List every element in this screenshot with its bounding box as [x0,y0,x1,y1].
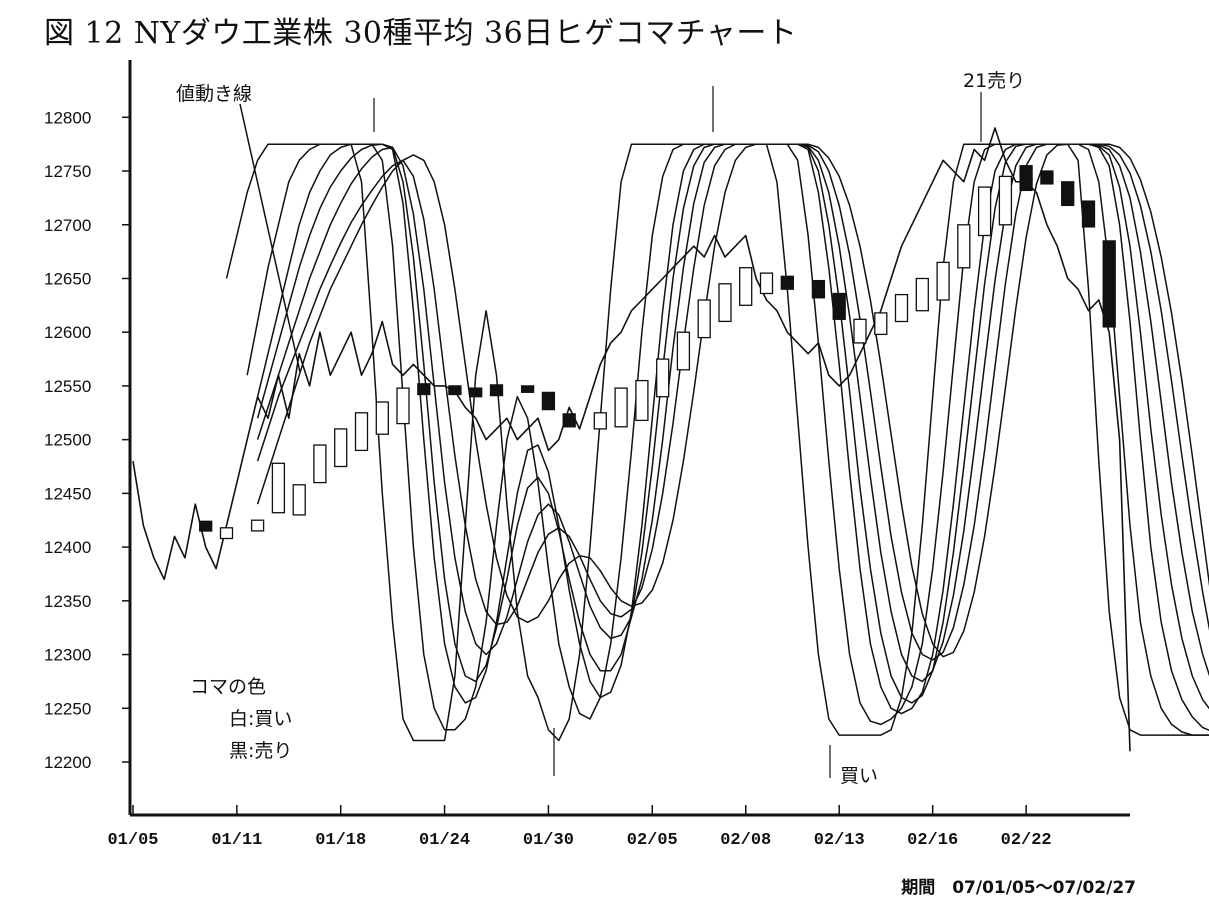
y-tick-label: 12550 [44,377,91,396]
x-tick-label: 01/11 [211,831,262,850]
candle-buy [593,412,607,430]
price-line-label: 値動き線 [176,83,252,105]
candle-buy [313,444,327,484]
x-tick-label: 02/22 [1001,831,1052,850]
x-tick-label: 01/24 [419,831,470,850]
candle-buy [614,387,628,428]
candle-buy [354,412,369,452]
candle-buy [676,331,691,371]
candle-sell [1061,181,1075,207]
y-tick-label: 12750 [44,162,91,181]
candle-sell [448,385,462,396]
axes: 12200 12250 12300 12350 12400 12450 12500 12550… [44,60,1130,850]
candle-buy [874,312,888,336]
candle-buy [759,272,774,295]
candle-buy [635,379,649,422]
candle-sell [469,387,483,398]
candle-sell [417,383,431,396]
price-line-pointer [239,103,301,373]
moving-average-line [256,143,1209,732]
candle-sell [520,385,535,393]
buy-signal-label: 買い [840,765,878,787]
legend-item-buy: 白:買い [229,708,292,730]
candle-sell [780,275,794,290]
y-tick-label: 12600 [44,323,91,342]
moving-average-line [256,143,1209,710]
x-tick-label: 01/30 [523,831,574,850]
candle-sell [541,391,556,411]
x-tick-label: 02/13 [814,831,865,850]
y-tick-label: 12800 [44,108,91,127]
legend-item-sell: 黒:売り [229,740,292,762]
y-tick-label: 12200 [44,753,91,772]
candle-buy [936,261,950,301]
moving-average-line [256,143,1209,658]
candle-sell [562,413,576,428]
candle-buy [656,358,670,398]
y-tick-label: 12250 [44,699,91,718]
x-tick-label: 01/18 [315,831,366,850]
series-lines [132,127,1209,752]
candle-buy [250,519,265,532]
candle-buy [292,484,306,516]
x-tick-label: 02/05 [627,831,678,850]
candle-buy [998,175,1013,226]
sell-signal-label: 21売り [963,70,1025,92]
moving-average-line [246,143,1209,736]
candle-buy [334,428,348,468]
candle-buy [957,224,971,269]
candle-buy [894,293,909,323]
candle-buy [697,299,711,339]
price-line [132,127,1131,752]
candle-sell [489,384,504,397]
candle-buy [915,277,929,312]
candle-buy [739,267,753,306]
candle-buy [977,186,992,237]
candle-buy [396,387,410,425]
candle-buy [718,283,732,323]
candle-sell [1081,200,1096,228]
candle-sell [1102,240,1116,328]
x-tick-label: 01/05 [107,831,158,850]
x-tick-label: 02/16 [907,831,958,850]
y-tick-label: 12400 [44,538,91,557]
candle-sell [832,292,846,320]
legend-title: コマの色 [190,676,266,698]
candle-buy [375,401,389,435]
candles [199,165,1116,540]
candle-sell [1019,165,1033,192]
chart-title: 図 12 NYダウ工業株 30種平均 36日ヒゲコマチャート [44,16,798,51]
candle-buy [271,462,286,514]
x-tick-label: 02/08 [720,831,771,850]
candle-buy [853,318,867,344]
y-tick-label: 12300 [44,646,91,665]
candle-sell [1040,170,1054,185]
period-label: 期間 07/01/05～07/02/27 [901,878,1136,898]
candle-sell [199,520,213,532]
y-tick-label: 12650 [44,269,91,288]
y-tick-label: 12700 [44,216,91,235]
y-tick-label: 12450 [44,484,91,503]
candle-buy [219,527,234,540]
moving-average-line [256,143,1209,661]
candle-sell [811,279,826,299]
y-tick-label: 12350 [44,592,91,611]
y-tick-label: 12500 [44,431,91,450]
